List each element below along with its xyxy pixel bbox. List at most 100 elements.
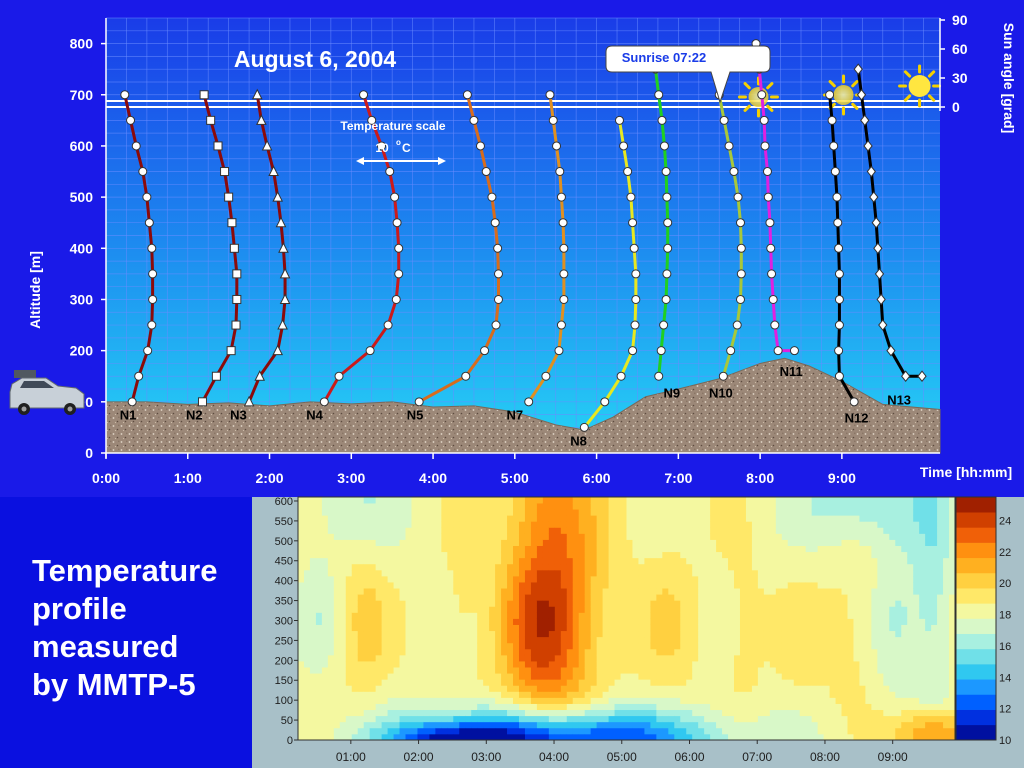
heatmap-cell: [871, 733, 878, 741]
heatmap-cell: [943, 733, 950, 741]
heatmap-cell: [817, 557, 824, 565]
heatmap-cell: [429, 497, 436, 504]
heatmap-cell: [578, 545, 586, 553]
heatmap-cell: [704, 733, 711, 741]
heatmap-cell: [411, 569, 418, 577]
heatmap-cell: [877, 612, 884, 619]
heatmap-cell: [823, 557, 830, 565]
heatmap-cell: [698, 630, 705, 638]
heatmap-cell: [417, 612, 424, 619]
heatmap-cell: [590, 575, 598, 583]
heatmap-cell: [883, 515, 890, 522]
profile-N1: N1: [120, 90, 158, 423]
heatmap-cell: [399, 667, 406, 674]
heatmap-cell: [417, 630, 424, 638]
heatmap-cell: [644, 642, 651, 650]
heatmap-cell: [662, 594, 669, 601]
heatmap-cell: [626, 600, 633, 607]
heatmap-cell: [345, 721, 353, 729]
heatmap-cell: [566, 721, 574, 729]
heatmap-cell: [692, 563, 699, 571]
heatmap-cell: [489, 594, 496, 601]
heatmap-cell: [841, 533, 848, 540]
heatmap-cell: [943, 715, 950, 723]
heatmap-cell: [644, 545, 651, 553]
heatmap-cell: [560, 509, 568, 516]
heatmap-cell: [835, 594, 842, 601]
heatmap-cell: [817, 673, 824, 680]
heatmap-cell: [507, 648, 514, 656]
heatmap-cell: [554, 521, 562, 528]
heatmap-cell: [859, 709, 866, 717]
heatmap-cell: [477, 533, 484, 540]
heatmap-cell: [483, 648, 490, 656]
heatmap-cell: [584, 600, 592, 607]
heatmap-cell: [787, 661, 795, 668]
heatmap-cell: [602, 557, 609, 565]
heatmap-cell: [471, 636, 478, 644]
heatmap-cell: [829, 624, 836, 632]
data-point: [541, 371, 551, 381]
heatmap-cell: [369, 661, 377, 668]
y-tick-label: 0: [85, 445, 93, 461]
heatmap-cell: [847, 733, 854, 741]
heatmap-cell: [345, 673, 353, 680]
heatmap-cell: [584, 521, 592, 528]
heatmap-cell: [656, 527, 663, 534]
heatmap-cell: [298, 642, 305, 650]
heatmap-cell: [411, 679, 418, 686]
heatmap-cell: [483, 685, 490, 692]
heatmap-cell: [853, 648, 860, 656]
data-point: [832, 192, 842, 202]
data-point: [554, 346, 564, 356]
heatmap-cell: [321, 648, 329, 656]
data-point: [138, 167, 148, 177]
heatmap-cell: [763, 642, 771, 650]
heatmap-cell: [662, 509, 669, 516]
heatmap-cell: [339, 703, 347, 711]
heatmap-cell: [447, 545, 454, 553]
heatmap-cell: [501, 697, 508, 704]
heatmap-cell: [327, 697, 335, 704]
heatmap-cell: [303, 654, 311, 662]
data-point: [733, 192, 743, 202]
heatmap-cell: [315, 636, 323, 644]
heatmap-cell: [913, 709, 920, 717]
heatmap-cell: [566, 654, 574, 662]
heatmap-cell: [447, 691, 454, 698]
heatmap-cell: [823, 679, 830, 686]
heatmap-cell: [327, 630, 335, 638]
heatmap-cell: [429, 575, 436, 583]
heatmap-cell: [339, 679, 347, 686]
heatmap-cell: [626, 606, 633, 613]
heatmap-cell: [363, 557, 371, 565]
heatmap-cell: [321, 636, 329, 644]
heatmap-cell: [650, 533, 657, 540]
heatmap-cell: [542, 497, 550, 504]
heatmap-cell: [847, 636, 854, 644]
heatmap-cell: [817, 642, 824, 650]
heatmap-cell: [692, 521, 699, 528]
heatmap-cell: [411, 509, 418, 516]
heatmap-cell: [554, 697, 562, 704]
heatmap-y-tick-label: 600: [275, 496, 293, 508]
heatmap-cell: [865, 594, 872, 601]
heatmap-cell: [895, 606, 902, 613]
heatmap-cell: [339, 727, 347, 735]
heatmap-cell: [495, 539, 502, 546]
heatmap-cell: [680, 703, 687, 711]
heatmap-cell: [931, 533, 938, 540]
heatmap-cell: [441, 606, 448, 613]
heatmap-cell: [919, 557, 926, 565]
heatmap-cell: [865, 600, 872, 607]
data-point: [735, 218, 745, 228]
heatmap-cell: [692, 545, 699, 553]
heatmap-cell: [590, 715, 598, 723]
heatmap-cell: [775, 606, 783, 613]
heatmap-cell: [602, 642, 609, 650]
heatmap-cell: [495, 527, 502, 534]
heatmap-cell: [566, 545, 574, 553]
heatmap-cell: [554, 630, 562, 638]
heatmap-cell: [751, 618, 759, 625]
heatmap-cell: [704, 551, 711, 559]
